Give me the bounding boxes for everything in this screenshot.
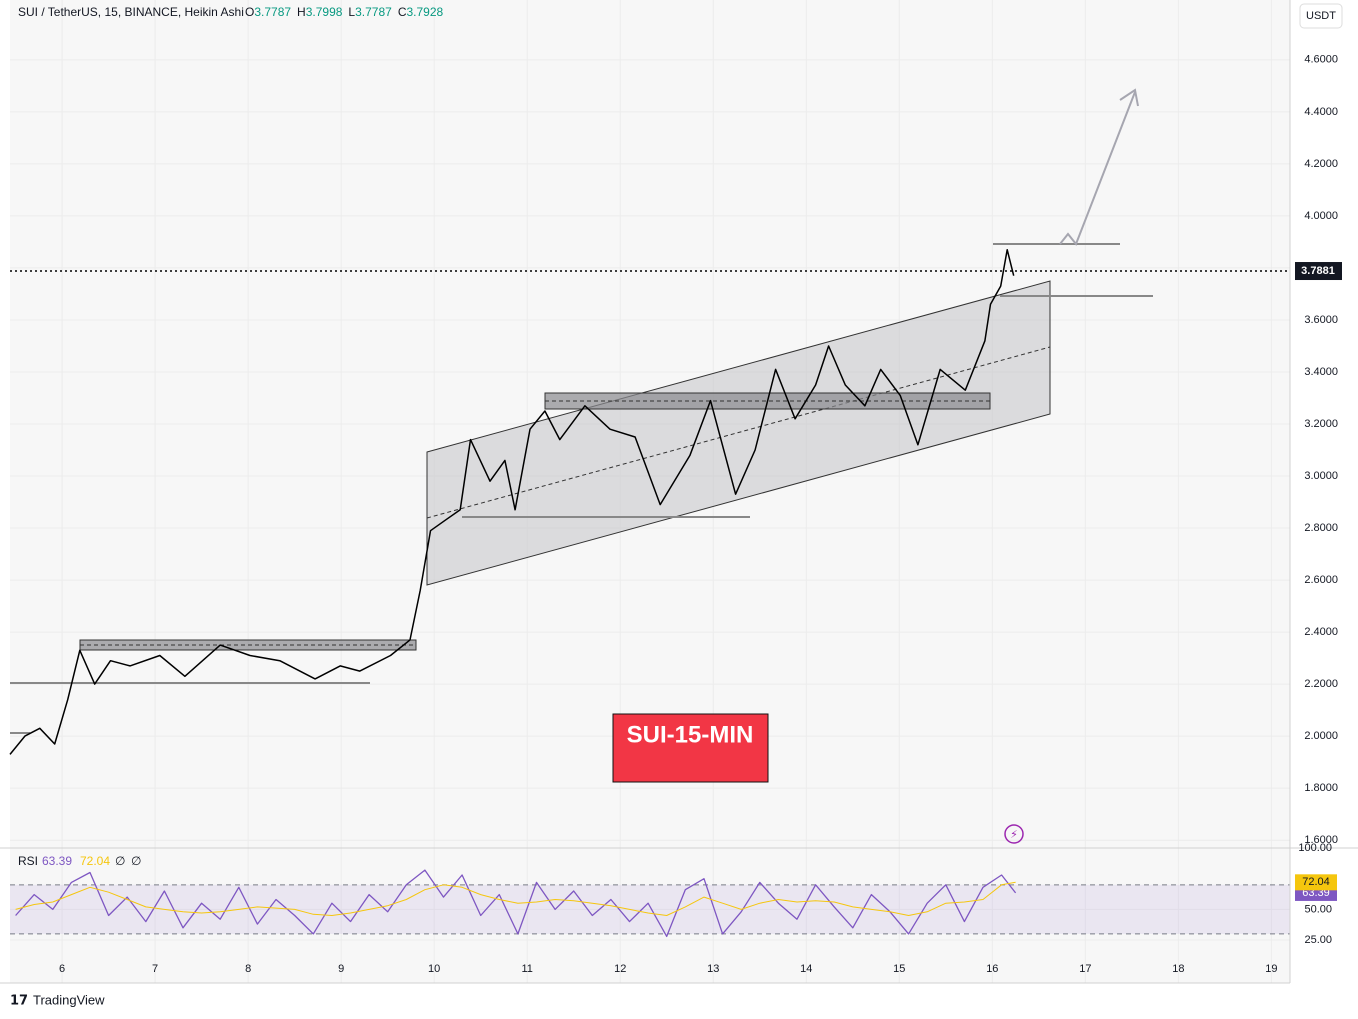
marks	[9, 248, 1017, 938]
y-tick-label: 2.8000	[1304, 522, 1338, 534]
x-tick-label: 9	[338, 963, 344, 975]
x-tick-label: 19	[1265, 963, 1277, 975]
x-tick-label: 11	[521, 963, 532, 975]
rsi-badge	[1295, 874, 1337, 891]
ohlc-value: 3.7928	[406, 5, 443, 19]
x-tick-label: 14	[800, 963, 812, 975]
extra-label: ∅	[115, 854, 125, 868]
y-tick-label: 1.8000	[1304, 782, 1338, 794]
ohlc-value: 3.7787	[254, 5, 291, 19]
ohlc-key: L	[348, 5, 355, 19]
y-tick-label: 1.6000	[1304, 834, 1338, 846]
rsi-ma-value: 72.04	[80, 854, 110, 868]
alert-icon[interactable]	[1004, 824, 1024, 844]
ohlc-key: O	[245, 5, 254, 19]
rsi-badge-label: 72.04	[1302, 876, 1330, 888]
x-tick-label: 12	[614, 963, 626, 975]
y-tick-label: 100.00	[1298, 842, 1332, 854]
extra-label: ∅	[131, 854, 141, 868]
y-tick-label: 3.2000	[1304, 418, 1338, 430]
price-line	[9, 248, 1015, 755]
channel-midline	[426, 346, 1051, 519]
rsi-value: 63.39	[42, 854, 72, 868]
currency[interactable]: USDT	[1306, 10, 1336, 22]
logo-mark[interactable]: 𝟭𝟳	[10, 992, 28, 1007]
y-tick-label: 25.00	[1304, 934, 1332, 946]
rsi-band	[10, 884, 1290, 934]
annotation-box	[612, 713, 769, 783]
x-tick-label: 10	[428, 963, 440, 975]
currency-button[interactable]	[1299, 3, 1343, 29]
ohlc-value: 3.7998	[306, 5, 343, 19]
x-tick-label: 17	[1079, 963, 1091, 975]
ohlc-value: 3.7787	[355, 5, 392, 19]
last-price-label: 3.7881	[1301, 265, 1335, 277]
x-tick-label: 16	[986, 963, 998, 975]
y-tick-label: 4.0000	[1304, 210, 1338, 222]
ohlc: O3.7787 H3.7998 L3.7787 C3.7928	[245, 5, 444, 19]
y-tick-label: 50.00	[1304, 903, 1332, 915]
annotation: SUI-15-MIN	[627, 721, 754, 748]
y-tick-label: 2.4000	[1304, 626, 1338, 638]
footer[interactable]: TradingView	[33, 992, 105, 1007]
y-tick-label: 2.0000	[1304, 730, 1338, 742]
y-tick-label: 2.2000	[1304, 678, 1338, 690]
rsi-line	[15, 881, 1016, 916]
chart-title: SUI / TetherUS, 15, BINANCE, Heikin Ashi	[18, 5, 244, 19]
x-tick-label: 7	[152, 963, 158, 975]
arrow-head	[1119, 88, 1139, 107]
y-tick-label: 4.2000	[1304, 158, 1338, 170]
x-tick-label: 18	[1172, 963, 1184, 975]
ohlc-key: C	[398, 5, 407, 19]
y-tick-label: 3.0000	[1304, 470, 1338, 482]
drawings	[10, 88, 1153, 734]
y-tick-label: 4.4000	[1304, 106, 1338, 118]
x-tick-label: 13	[707, 963, 719, 975]
x-tick-label: 6	[59, 963, 65, 975]
rsi-title: RSI	[18, 854, 38, 868]
y-tick-label: 4.6000	[1304, 54, 1338, 66]
x-tick-label: 8	[245, 963, 251, 975]
ohlc-key: H	[297, 5, 306, 19]
y-tick-label: 3.4000	[1304, 366, 1338, 378]
rsi-line	[15, 869, 1017, 938]
last-price-badge	[1295, 262, 1342, 281]
y-tick-label: 3.6000	[1304, 314, 1338, 326]
alert-glyph[interactable]: ⚡	[1010, 829, 1018, 841]
x-tick-label: 15	[893, 963, 905, 975]
y-tick-label: 2.6000	[1304, 574, 1338, 586]
projection-arrow	[1059, 91, 1136, 246]
